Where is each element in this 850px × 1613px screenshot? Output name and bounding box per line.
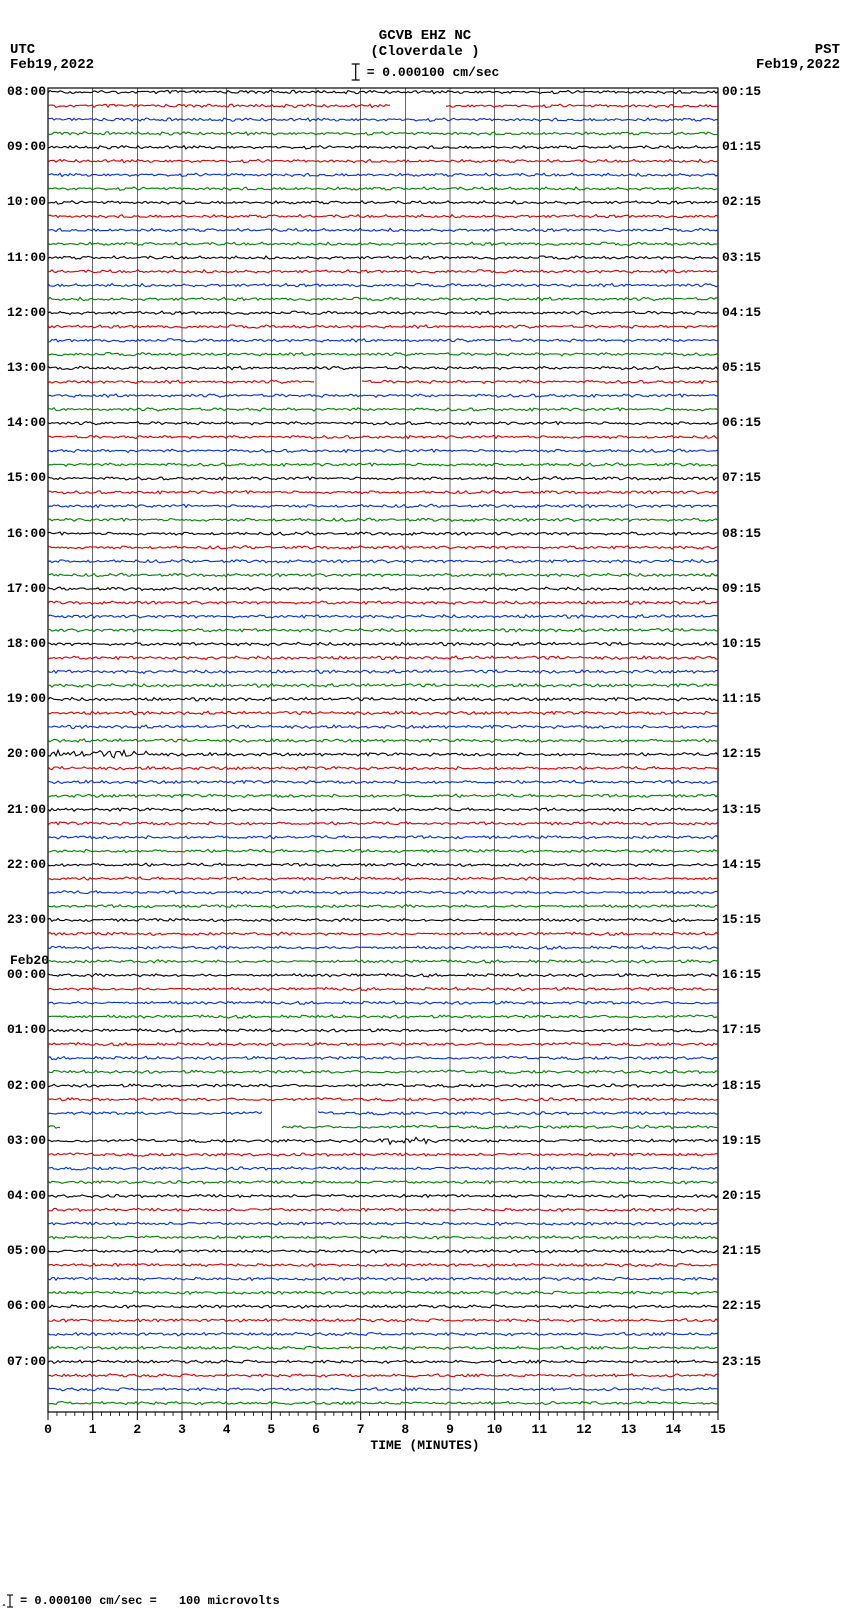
footer-text-left: = 0.000100 cm/sec =: [20, 1594, 157, 1608]
pst-hour-label: 20:15: [722, 1188, 761, 1203]
utc-hour-label: 09:00: [7, 139, 46, 154]
utc-hour-label: 08:00: [7, 84, 46, 99]
utc-hour-label: 10:00: [7, 194, 46, 209]
utc-hour-label: 00:00: [7, 967, 46, 982]
utc-hour-label: 11:00: [7, 250, 46, 265]
utc-hour-label: 01:00: [7, 1022, 46, 1037]
pst-hour-label: 01:15: [722, 139, 761, 154]
utc-hour-label: 17:00: [7, 581, 46, 596]
scale-indicator: = 0.000100 cm/sec: [351, 62, 500, 82]
pst-hour-label: 23:15: [722, 1354, 761, 1369]
x-tick-label: 4: [223, 1422, 231, 1437]
utc-hour-label: 02:00: [7, 1078, 46, 1093]
pst-hour-label: 18:15: [722, 1078, 761, 1093]
pst-hour-label: 06:15: [722, 415, 761, 430]
scale-text: = 0.000100 cm/sec: [367, 65, 500, 80]
x-tick-label: 2: [133, 1422, 141, 1437]
utc-hour-label: 06:00: [7, 1298, 46, 1313]
pst-hour-label: 04:15: [722, 305, 761, 320]
x-tick-label: 9: [446, 1422, 454, 1437]
utc-hour-label: 12:00: [7, 305, 46, 320]
pst-hour-label: 19:15: [722, 1133, 761, 1148]
pst-hour-label: 02:15: [722, 194, 761, 209]
x-tick-label: 5: [267, 1422, 275, 1437]
pst-hour-label: 16:15: [722, 967, 761, 982]
left-timezone: UTC: [10, 42, 35, 58]
pst-hour-label: 13:15: [722, 802, 761, 817]
pst-hour-label: 11:15: [722, 691, 761, 706]
utc-hour-label: 14:00: [7, 415, 46, 430]
utc-hour-label: 03:00: [7, 1133, 46, 1148]
left-date: Feb19,2022: [10, 57, 94, 73]
pst-hour-label: 14:15: [722, 857, 761, 872]
utc-hour-label: 18:00: [7, 636, 46, 651]
utc-hour-label: 13:00: [7, 360, 46, 375]
utc-hour-label: 15:00: [7, 470, 46, 485]
footer-text-right: 100 microvolts: [179, 1594, 280, 1608]
scale-bar-icon: [351, 62, 361, 82]
date-change-label: Feb20: [10, 953, 49, 968]
x-tick-label: 12: [576, 1422, 592, 1437]
utc-hour-label: 05:00: [7, 1243, 46, 1258]
utc-hour-label: 16:00: [7, 526, 46, 541]
station-location: (Cloverdale ): [370, 44, 479, 60]
utc-hour-label: 21:00: [7, 802, 46, 817]
utc-hour-label: 07:00: [7, 1354, 46, 1369]
pst-hour-label: 22:15: [722, 1298, 761, 1313]
seismogram-plot: [48, 88, 718, 1412]
pst-hour-label: 15:15: [722, 912, 761, 927]
right-date: Feb19,2022: [756, 57, 840, 73]
utc-hour-label: 04:00: [7, 1188, 46, 1203]
x-tick-label: 7: [357, 1422, 365, 1437]
x-axis-label: TIME (MINUTES): [370, 1438, 479, 1453]
pst-hour-label: 12:15: [722, 746, 761, 761]
seismogram-record: GCVB EHZ NC (Cloverdale ) = 0.000100 cm/…: [0, 0, 850, 1613]
x-tick-label: 13: [621, 1422, 637, 1437]
pst-hour-label: 10:15: [722, 636, 761, 651]
footer-scale: = 0.000100 cm/sec = 100 microvolts: [2, 1593, 280, 1609]
x-tick-label: 10: [487, 1422, 503, 1437]
x-tick-label: 1: [89, 1422, 97, 1437]
x-tick-label: 6: [312, 1422, 320, 1437]
x-tick-label: 15: [710, 1422, 726, 1437]
pst-hour-label: 21:15: [722, 1243, 761, 1258]
utc-hour-label: 23:00: [7, 912, 46, 927]
pst-hour-label: 08:15: [722, 526, 761, 541]
x-tick-label: 8: [401, 1422, 409, 1437]
pst-hour-label: 03:15: [722, 250, 761, 265]
utc-hour-label: 20:00: [7, 746, 46, 761]
x-tick-label: 11: [532, 1422, 548, 1437]
station-id: GCVB EHZ NC: [379, 28, 471, 44]
right-timezone: PST: [815, 42, 840, 58]
pst-hour-label: 07:15: [722, 470, 761, 485]
scale-bar-icon: [2, 1593, 16, 1609]
pst-hour-label: 09:15: [722, 581, 761, 596]
utc-hour-label: 19:00: [7, 691, 46, 706]
x-tick-label: 14: [666, 1422, 682, 1437]
pst-hour-label: 17:15: [722, 1022, 761, 1037]
x-tick-label: 3: [178, 1422, 186, 1437]
x-tick-label: 0: [44, 1422, 52, 1437]
pst-hour-label: 05:15: [722, 360, 761, 375]
utc-hour-label: 22:00: [7, 857, 46, 872]
pst-hour-label: 00:15: [722, 84, 761, 99]
